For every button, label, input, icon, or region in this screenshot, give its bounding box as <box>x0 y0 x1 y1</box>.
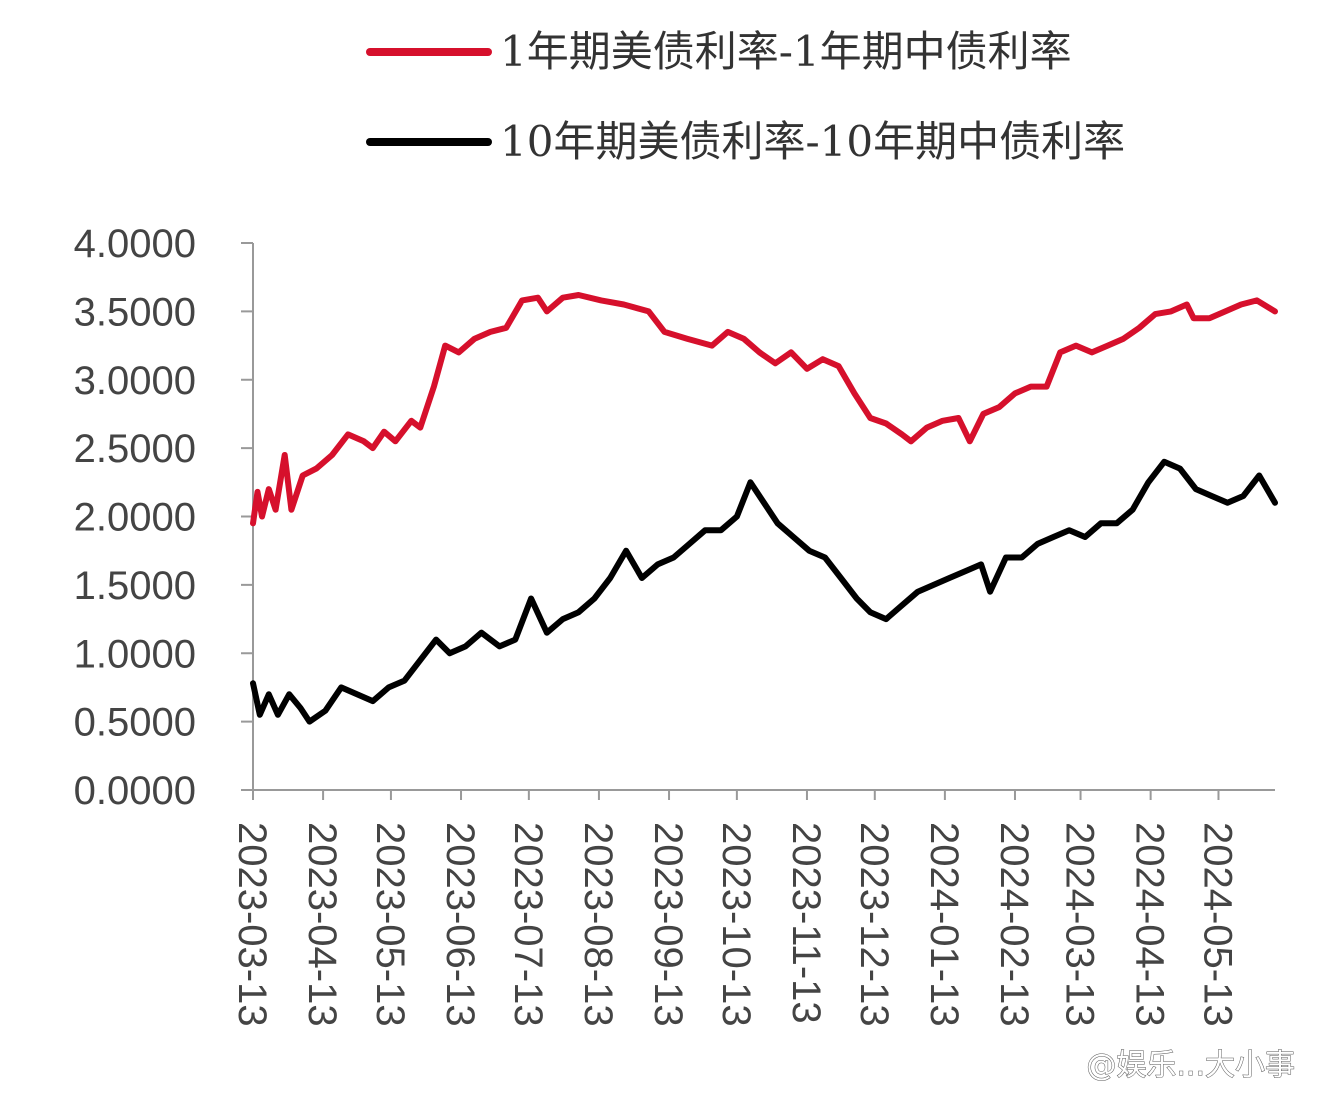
x-tick-label: 2023-12-13 <box>852 822 896 1027</box>
y-tick-label: 3.0000 <box>74 359 196 403</box>
x-tick-label: 2023-10-13 <box>714 822 758 1027</box>
x-tick-label: 2023-11-13 <box>784 822 828 1024</box>
x-ticks: 2023-03-13 2023-04-13 2023-05-13 2023-06-13… <box>230 790 1239 1027</box>
y-tick-label: 0.5000 <box>74 701 196 745</box>
x-tick-label: 2023-09-13 <box>646 822 690 1027</box>
watermark-text: @娱乐...大小事 <box>1086 1048 1295 1083</box>
x-tick-label: 2023-07-13 <box>506 822 550 1027</box>
y-ticks: 0.0000 0.5000 1.0000 1.5000 2.0000 2.5000 3.00… <box>74 222 253 813</box>
legend-label-series-2: 10年期美债利率-10年期中债利率 <box>500 117 1125 166</box>
y-tick-label: 2.5000 <box>74 427 196 471</box>
x-tick-label: 2024-02-13 <box>992 822 1036 1027</box>
y-tick-label: 0.0000 <box>74 769 196 813</box>
series-line-1 <box>250 292 1278 527</box>
series-line-2 <box>250 458 1278 725</box>
series-group <box>250 292 1278 725</box>
legend-label-series-1: 1年期美债利率-1年期中债利率 <box>500 27 1072 76</box>
x-tick-label: 2024-03-13 <box>1058 822 1102 1027</box>
x-tick-label: 2023-08-13 <box>576 822 620 1027</box>
x-tick-label: 2023-06-13 <box>438 822 482 1027</box>
y-tick-label: 3.5000 <box>74 290 196 334</box>
y-tick-label: 1.5000 <box>74 564 196 608</box>
x-tick-label: 2023-03-13 <box>230 822 274 1027</box>
legend: 1年期美债利率-1年期中债利率 10年期美债利率-10年期中债利率 <box>366 27 1125 166</box>
x-tick-label: 2024-04-13 <box>1128 822 1172 1027</box>
x-tick-label: 2023-04-13 <box>300 822 344 1027</box>
y-tick-label: 1.0000 <box>74 632 196 676</box>
x-tick-label: 2023-05-13 <box>368 822 412 1027</box>
x-tick-label: 2024-05-13 <box>1195 822 1239 1027</box>
x-tick-label: 2024-01-13 <box>922 822 966 1027</box>
y-tick-label: 4.0000 <box>74 222 196 266</box>
y-tick-label: 2.0000 <box>74 496 196 540</box>
